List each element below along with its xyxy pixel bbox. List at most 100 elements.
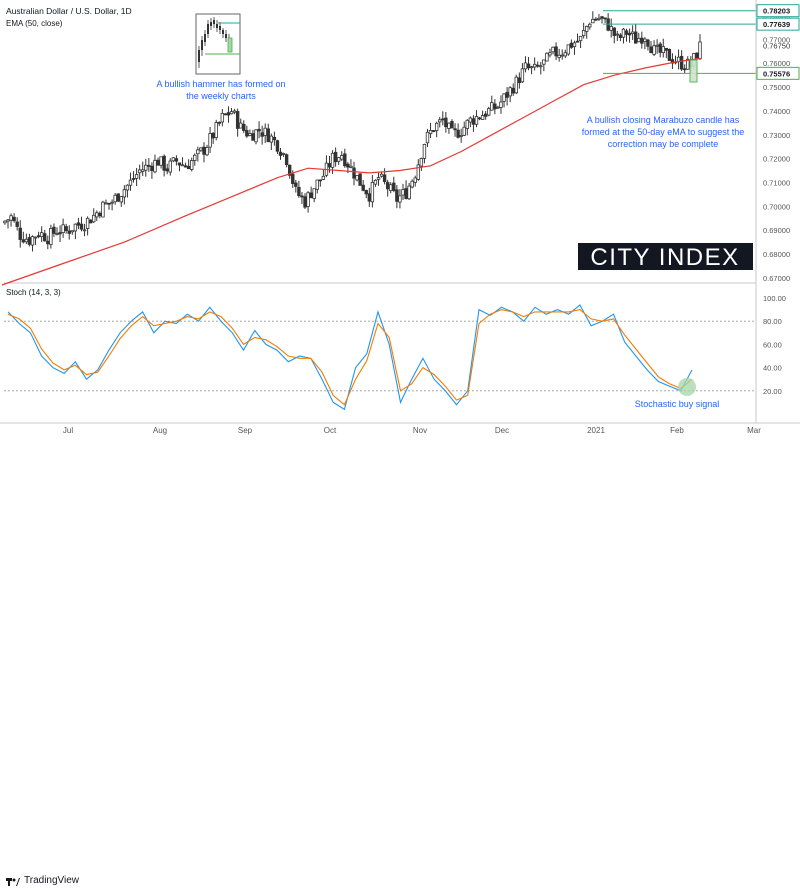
candle: [235, 108, 240, 137]
candle-body: [490, 102, 494, 111]
inset-body: [219, 26, 221, 30]
stoch-tick-label: 80.00: [763, 317, 782, 326]
brand-label: TradingView: [24, 875, 80, 886]
candle: [306, 191, 310, 213]
candle-body: [67, 230, 71, 234]
candle: [410, 179, 414, 189]
candle-body: [560, 54, 564, 57]
candle-body: [487, 108, 491, 116]
candle-body: [30, 236, 35, 246]
candle: [591, 11, 595, 24]
candle-body: [395, 189, 399, 202]
watermark-box: [578, 243, 753, 270]
candle: [287, 164, 292, 179]
candle: [588, 22, 592, 30]
candle: [597, 13, 601, 21]
candle-body: [557, 54, 561, 58]
price-panel: Australian Dollar / U.S. Dollar, 1D EMA (…: [0, 0, 800, 455]
candle: [18, 220, 22, 248]
candle-body: [186, 165, 191, 170]
candle-body: [300, 195, 304, 198]
candle: [563, 49, 567, 59]
candle: [471, 115, 476, 132]
candle: [370, 175, 375, 208]
candle-body: [235, 111, 240, 129]
candle: [536, 61, 540, 68]
candle-body: [358, 173, 362, 186]
candle: [150, 162, 154, 179]
candle-body: [333, 151, 338, 163]
candle-body: [523, 62, 528, 70]
candle-body: [303, 196, 307, 208]
candle-body: [517, 77, 522, 84]
price-badge: 0.78203: [756, 4, 800, 18]
candle: [477, 116, 482, 121]
candle: [517, 72, 522, 89]
inset-body: [222, 30, 224, 34]
candle-body: [585, 25, 589, 32]
candle-body: [202, 146, 206, 155]
candle-body: [278, 151, 283, 156]
candle-body: [174, 158, 179, 162]
candle: [413, 175, 417, 187]
candle-body: [410, 180, 414, 188]
inset-body: [207, 24, 209, 34]
chart-canvas: Australian Dollar / U.S. Dollar, 1D EMA (…: [0, 0, 800, 455]
candle-body: [422, 143, 427, 159]
candle: [171, 157, 176, 163]
candle-body: [239, 122, 243, 129]
candle: [275, 139, 280, 154]
candle-body: [64, 226, 68, 231]
stoch-title: Stoch (14, 3, 3): [6, 288, 61, 297]
stoch-line-d: [7, 309, 693, 406]
candle: [254, 129, 258, 145]
candle-body: [58, 232, 62, 235]
candle-body: [431, 130, 436, 132]
candle-body: [128, 179, 133, 186]
candle-body: [211, 132, 215, 139]
candle-body: [226, 112, 231, 116]
candle-body: [92, 214, 96, 223]
candle-body: [9, 215, 13, 221]
candle-body: [367, 193, 372, 202]
stoch-tick-label: 60.00: [763, 340, 782, 349]
candle-body: [346, 163, 350, 168]
candle-body: [281, 153, 286, 155]
candle-body: [686, 58, 690, 70]
candle: [55, 227, 59, 236]
candle-body: [294, 182, 298, 187]
candle: [514, 74, 518, 95]
inset-body: [225, 34, 227, 38]
candle: [95, 210, 99, 221]
candle: [39, 226, 44, 243]
candle: [618, 33, 623, 42]
candle-body: [569, 42, 574, 48]
candle-body: [257, 128, 261, 132]
tradingview-brand[interactable]: TradingView: [6, 875, 79, 886]
background: [0, 0, 800, 455]
candle: [239, 118, 243, 129]
price-badge-box: [756, 66, 800, 80]
candle-body: [113, 194, 117, 203]
candle-body: [379, 173, 384, 177]
candle: [125, 184, 130, 198]
candle-body: [159, 156, 163, 166]
candle: [545, 52, 549, 62]
candle-body: [667, 48, 672, 61]
candle-body: [511, 87, 515, 94]
candle: [196, 146, 200, 162]
candle: [343, 148, 347, 168]
candle-body: [43, 233, 47, 242]
price-tick-label: 0.70000: [763, 202, 790, 211]
price-tick-label: 0.68000: [763, 250, 790, 259]
candle-body: [183, 165, 188, 168]
candle-body: [208, 133, 212, 148]
candle: [367, 187, 372, 207]
candle-body: [327, 163, 332, 168]
candle: [474, 110, 479, 128]
inset-body: [216, 24, 218, 28]
candle-body: [6, 219, 10, 222]
candle-body: [425, 131, 430, 144]
candle: [226, 106, 231, 123]
candle-body: [480, 115, 485, 120]
